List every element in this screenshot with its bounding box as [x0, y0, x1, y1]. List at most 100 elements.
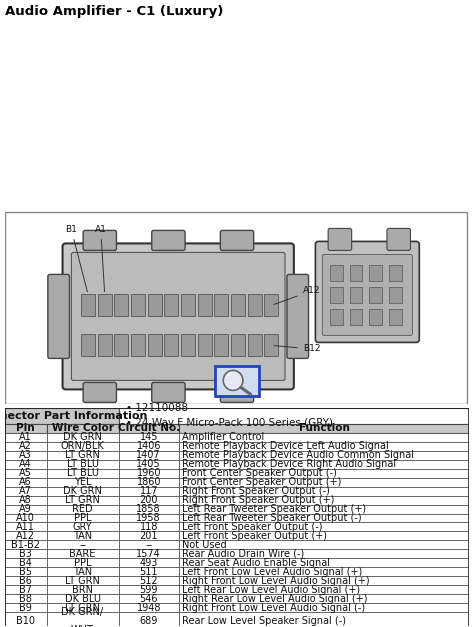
Text: TAN: TAN — [73, 531, 92, 541]
FancyBboxPatch shape — [152, 382, 185, 403]
Text: DK GRN/
WHT: DK GRN/ WHT — [62, 608, 104, 627]
Text: ORN/BLK: ORN/BLK — [61, 441, 104, 451]
Bar — [118, 613, 179, 627]
Bar — [5, 613, 46, 627]
Text: DK BLU: DK BLU — [64, 594, 100, 604]
Bar — [5, 567, 46, 576]
Text: 1858: 1858 — [137, 504, 161, 514]
Text: BRN: BRN — [72, 585, 93, 595]
Text: 511: 511 — [139, 567, 158, 577]
Text: B9: B9 — [19, 603, 32, 613]
Bar — [46, 522, 118, 532]
Text: A2: A2 — [19, 441, 32, 451]
Bar — [118, 549, 179, 559]
Bar — [118, 424, 179, 433]
Bar — [231, 295, 245, 317]
Text: TAN: TAN — [73, 567, 92, 577]
Bar — [118, 441, 179, 451]
FancyBboxPatch shape — [322, 255, 412, 335]
Text: --: -- — [79, 540, 86, 550]
Text: DK GRN: DK GRN — [63, 486, 102, 496]
FancyBboxPatch shape — [387, 228, 410, 250]
Bar — [98, 295, 111, 317]
Text: GRY: GRY — [73, 522, 92, 532]
Text: 1407: 1407 — [137, 450, 161, 460]
Bar — [5, 433, 46, 441]
Text: Left Front Speaker Output (+): Left Front Speaker Output (+) — [182, 531, 327, 541]
Text: 493: 493 — [139, 558, 158, 568]
FancyBboxPatch shape — [328, 228, 352, 250]
Bar — [46, 433, 118, 441]
Bar — [181, 295, 195, 317]
Text: 1405: 1405 — [137, 459, 161, 469]
Bar — [369, 265, 382, 282]
Text: Left Front Low Level Audio Signal (+): Left Front Low Level Audio Signal (+) — [182, 567, 362, 577]
Text: Remote Playback Device Left Audio Signal: Remote Playback Device Left Audio Signal — [182, 441, 389, 451]
Text: B1-B2: B1-B2 — [11, 540, 40, 550]
Text: 546: 546 — [139, 594, 158, 604]
Bar — [5, 559, 46, 567]
Text: Remote Playback Device Audio Common Signal: Remote Playback Device Audio Common Sign… — [182, 450, 414, 460]
Bar — [46, 540, 118, 549]
Bar — [5, 522, 46, 532]
Bar — [118, 468, 179, 478]
Bar — [46, 603, 118, 613]
Bar — [5, 495, 46, 505]
Bar — [118, 451, 179, 460]
Text: Right Front Speaker Output (+): Right Front Speaker Output (+) — [182, 495, 334, 505]
Text: YEL: YEL — [74, 477, 91, 487]
Bar — [179, 433, 469, 441]
Bar — [179, 424, 469, 433]
Text: Front Center Speaker Output (-): Front Center Speaker Output (-) — [182, 468, 337, 478]
Bar — [216, 366, 258, 396]
Text: LT GRN: LT GRN — [65, 603, 100, 613]
Bar — [369, 309, 382, 325]
Bar — [5, 532, 46, 540]
Bar — [118, 594, 179, 603]
Bar — [118, 460, 179, 468]
Text: PPL: PPL — [74, 558, 91, 568]
Text: Remote Playback Device Right Audio Signal: Remote Playback Device Right Audio Signa… — [182, 459, 396, 469]
FancyBboxPatch shape — [152, 230, 185, 250]
Bar — [5, 441, 46, 451]
FancyBboxPatch shape — [83, 382, 117, 403]
Bar — [46, 441, 118, 451]
Text: A10: A10 — [16, 513, 35, 523]
Bar — [5, 594, 46, 603]
Text: PPL: PPL — [74, 513, 91, 523]
Bar — [46, 567, 118, 576]
Bar — [5, 424, 46, 433]
Bar — [5, 408, 118, 424]
Text: 201: 201 — [139, 531, 158, 541]
Text: B12: B12 — [274, 344, 320, 354]
Text: 1948: 1948 — [137, 603, 161, 613]
Bar — [118, 586, 179, 594]
Text: Pin: Pin — [16, 423, 35, 433]
Bar — [330, 265, 343, 282]
Text: LT BLU: LT BLU — [66, 459, 99, 469]
Bar — [118, 559, 179, 567]
Bar — [389, 309, 401, 325]
Bar — [350, 309, 363, 325]
Bar — [179, 586, 469, 594]
Bar — [115, 334, 128, 356]
Text: Rear Audio Drain Wire (-): Rear Audio Drain Wire (-) — [182, 549, 304, 559]
Bar — [131, 295, 145, 317]
Bar — [46, 549, 118, 559]
FancyBboxPatch shape — [72, 253, 285, 381]
Text: Wire Color: Wire Color — [52, 423, 113, 433]
Bar — [179, 505, 469, 514]
Text: 118: 118 — [139, 522, 158, 532]
Text: Right Front Low Level Audio Signal (+): Right Front Low Level Audio Signal (+) — [182, 576, 369, 586]
Bar — [179, 522, 469, 532]
Bar — [5, 478, 46, 487]
Bar — [46, 576, 118, 586]
Text: Left Rear Tweeter Speaker Output (+): Left Rear Tweeter Speaker Output (+) — [182, 504, 366, 514]
Bar — [118, 487, 179, 495]
Bar — [118, 495, 179, 505]
Bar — [179, 468, 469, 478]
Bar — [5, 451, 46, 460]
FancyBboxPatch shape — [48, 275, 69, 359]
Text: Amplifier Control: Amplifier Control — [182, 432, 264, 442]
Bar — [389, 265, 401, 282]
